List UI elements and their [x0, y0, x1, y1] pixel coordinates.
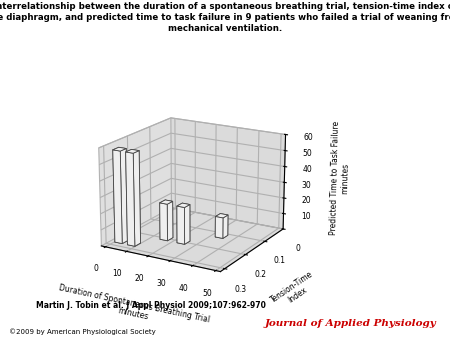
X-axis label: Duration of Spontaneous Breathing Trial
minutes: Duration of Spontaneous Breathing Trial … — [56, 283, 211, 334]
Text: Martin J. Tobin et al. J Appl Physiol 2009;107:962-970: Martin J. Tobin et al. J Appl Physiol 20… — [36, 301, 266, 310]
Y-axis label: Tension-Time
Index: Tension-Time Index — [269, 269, 321, 313]
Text: Journal of Applied Physiology: Journal of Applied Physiology — [265, 319, 436, 329]
Text: Interrelationship between the duration of a spontaneous breathing trial, tension: Interrelationship between the duration o… — [0, 2, 450, 33]
Text: ©2009 by American Physiological Society: ©2009 by American Physiological Society — [9, 328, 156, 335]
